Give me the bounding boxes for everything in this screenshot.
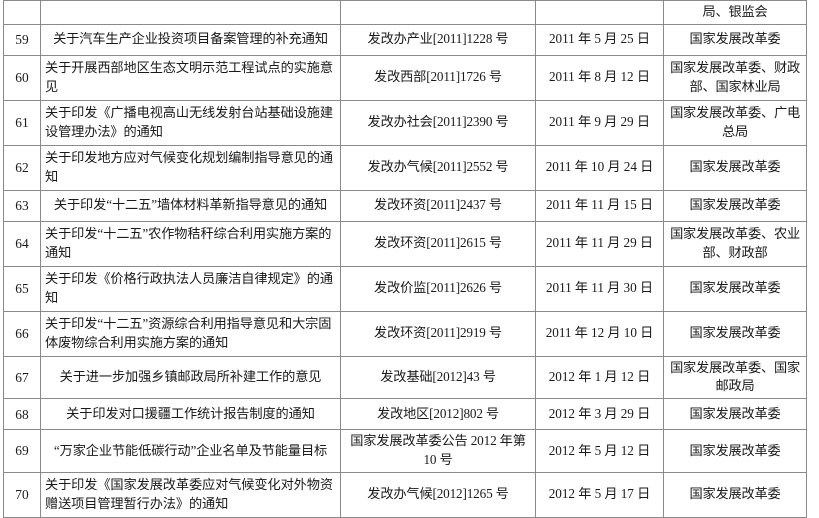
cell-index: 60 — [3, 54, 41, 101]
cell-document-number — [340, 0, 536, 25]
cell-document-number: 国家发展改革委公告 2012 年第 10 号 — [340, 429, 536, 473]
table-row-continued: 局、银监会 — [3, 0, 807, 25]
cell-title: 关于印发“十二五”墙体材料革新指导意见的通知 — [40, 189, 341, 222]
table-row: 68 关于印发对口援疆工作统计报告制度的通知 发改地区[2012]802 号 2012… — [3, 398, 807, 431]
cell-publish-date — [535, 0, 664, 25]
cell-index: 66 — [3, 310, 41, 357]
cell-publish-date: 2012 年 3 月 29 日 — [535, 398, 664, 431]
cell-document-number: 发改价监[2011]2626 号 — [340, 265, 536, 312]
cell-index: 62 — [3, 144, 41, 191]
cell-title: 关于印发“十二五”农作物秸秆综合利用实施方案的通知 — [40, 220, 341, 267]
cell-document-number: 发改环资[2011]2615 号 — [340, 220, 536, 267]
cell-issuing-agency: 国家发展改革委 — [663, 471, 807, 518]
cell-index: 59 — [3, 23, 41, 56]
cell-index: 63 — [3, 189, 41, 222]
cell-document-number: 发改办气候[2012]1265 号 — [340, 471, 536, 518]
cell-index: 64 — [3, 220, 41, 267]
cell-title: 关于印发对口援疆工作统计报告制度的通知 — [40, 398, 341, 431]
cell-title: “万家企业节能低碳行动”企业名单及节能量目标 — [40, 429, 341, 473]
cell-issuing-agency: 国家发展改革委、农业部、财政部 — [663, 220, 807, 267]
cell-publish-date: 2012 年 5 月 12 日 — [535, 429, 664, 473]
cell-issuing-agency: 国家发展改革委、广电总局 — [663, 99, 807, 146]
table-row: 67 关于进一步加强乡镇邮政局所补建工作的意见 发改基础[2012]43 号 2012… — [3, 355, 807, 400]
table-row: 62 关于印发地方应对气候变化规划编制指导意见的通知 发改办气候[2011]2552… — [3, 144, 807, 191]
table-row: 69 “万家企业节能低碳行动”企业名单及节能量目标 国家发展改革委公告 2012 年… — [3, 429, 807, 473]
cell-document-number: 发改环资[2011]2437 号 — [340, 189, 536, 222]
cell-issuing-agency: 国家发展改革委、国家邮政局 — [663, 355, 807, 400]
table-row: 59 关于汽车生产企业投资项目备案管理的补充通知 发改办产业[2011]1228 号… — [3, 23, 807, 56]
cell-title: 关于印发地方应对气候变化规划编制指导意见的通知 — [40, 144, 341, 191]
cell-title: 关于印发《广播电视高山无线发射台站基础设施建设管理办法》的通知 — [40, 99, 341, 146]
cell-document-number: 发改西部[2011]1726 号 — [340, 54, 536, 101]
cell-publish-date: 2012 年 5 月 17 日 — [535, 471, 664, 518]
cell-title: 关于印发“十二五”资源综合利用指导意见和大宗固体废物综合利用实施方案的通知 — [40, 310, 341, 357]
cell-publish-date: 2011 年 11 月 15 日 — [535, 189, 664, 222]
cell-index: 68 — [3, 398, 41, 431]
cell-issuing-agency: 国家发展改革委 — [663, 429, 807, 473]
cell-publish-date: 2011 年 12 月 10 日 — [535, 310, 664, 357]
table-body: 局、银监会 59 关于汽车生产企业投资项目备案管理的补充通知 发改办产业[2011]… — [3, 0, 807, 518]
table-row: 61 关于印发《广播电视高山无线发射台站基础设施建设管理办法》的通知 发改办社会[2… — [3, 99, 807, 146]
cell-issuing-agency: 国家发展改革委 — [663, 310, 807, 357]
cell-index — [3, 0, 41, 25]
cell-publish-date: 2011 年 11 月 29 日 — [535, 220, 664, 267]
table-row: 63 关于印发“十二五”墙体材料革新指导意见的通知 发改环资[2011]2437 号… — [3, 189, 807, 222]
cell-document-number: 发改基础[2012]43 号 — [340, 355, 536, 400]
cell-issuing-agency: 国家发展改革委 — [663, 398, 807, 431]
table-row: 70 关于印发《国家发展改革委应对气候变化对外物资赠送项目管理暂行办法》的通知 发改… — [3, 471, 807, 518]
cell-issuing-agency: 国家发展改革委 — [663, 265, 807, 312]
cell-document-number: 发改环资[2011]2919 号 — [340, 310, 536, 357]
table-row: 66 关于印发“十二五”资源综合利用指导意见和大宗固体废物综合利用实施方案的通知发… — [3, 310, 807, 357]
cell-issuing-agency: 国家发展改革委 — [663, 23, 807, 56]
table-row: 60 关于开展西部地区生态文明示范工程试点的实施意见 发改西部[2011]1726 … — [3, 54, 807, 101]
cell-publish-date: 2011 年 9 月 29 日 — [535, 99, 664, 146]
cell-index: 69 — [3, 429, 41, 473]
table-row: 64 关于印发“十二五”农作物秸秆综合利用实施方案的通知 发改环资[2011]261… — [3, 220, 807, 267]
cell-index: 67 — [3, 355, 41, 400]
cell-publish-date: 2012 年 1 月 12 日 — [535, 355, 664, 400]
cell-issuing-agency: 国家发展改革委 — [663, 144, 807, 191]
cell-publish-date: 2011 年 8 月 12 日 — [535, 54, 664, 101]
cell-index: 65 — [3, 265, 41, 312]
cell-issuing-agency: 国家发展改革委、财政部、国家林业局 — [663, 54, 807, 101]
cell-title: 关于印发《价格行政执法人员廉洁自律规定》的通知 — [40, 265, 341, 312]
cell-publish-date: 2011 年 10 月 24 日 — [535, 144, 664, 191]
cell-title: 关于开展西部地区生态文明示范工程试点的实施意见 — [40, 54, 341, 101]
cell-index: 61 — [3, 99, 41, 146]
cell-publish-date: 2011 年 11 月 30 日 — [535, 265, 664, 312]
cell-publish-date: 2011 年 5 月 25 日 — [535, 23, 664, 56]
policy-document-table: 局、银监会 59 关于汽车生产企业投资项目备案管理的补充通知 发改办产业[2011]… — [3, 0, 807, 518]
document-page: 局、银监会 59 关于汽车生产企业投资项目备案管理的补充通知 发改办产业[2011]… — [3, 0, 807, 518]
cell-document-number: 发改办产业[2011]1228 号 — [340, 23, 536, 56]
cell-document-number: 发改办社会[2011]2390 号 — [340, 99, 536, 146]
cell-issuing-agency: 局、银监会 — [663, 0, 807, 25]
cell-title: 关于汽车生产企业投资项目备案管理的补充通知 — [40, 23, 341, 56]
table-row: 65 关于印发《价格行政执法人员廉洁自律规定》的通知 发改价监[2011]2626 … — [3, 265, 807, 312]
cell-document-number: 发改地区[2012]802 号 — [340, 398, 536, 431]
cell-title: 关于印发《国家发展改革委应对气候变化对外物资赠送项目管理暂行办法》的通知 — [40, 471, 341, 518]
cell-title: 关于进一步加强乡镇邮政局所补建工作的意见 — [40, 355, 341, 400]
cell-title — [40, 0, 341, 25]
cell-index: 70 — [3, 471, 41, 518]
cell-issuing-agency: 国家发展改革委 — [663, 189, 807, 222]
cell-document-number: 发改办气候[2011]2552 号 — [340, 144, 536, 191]
